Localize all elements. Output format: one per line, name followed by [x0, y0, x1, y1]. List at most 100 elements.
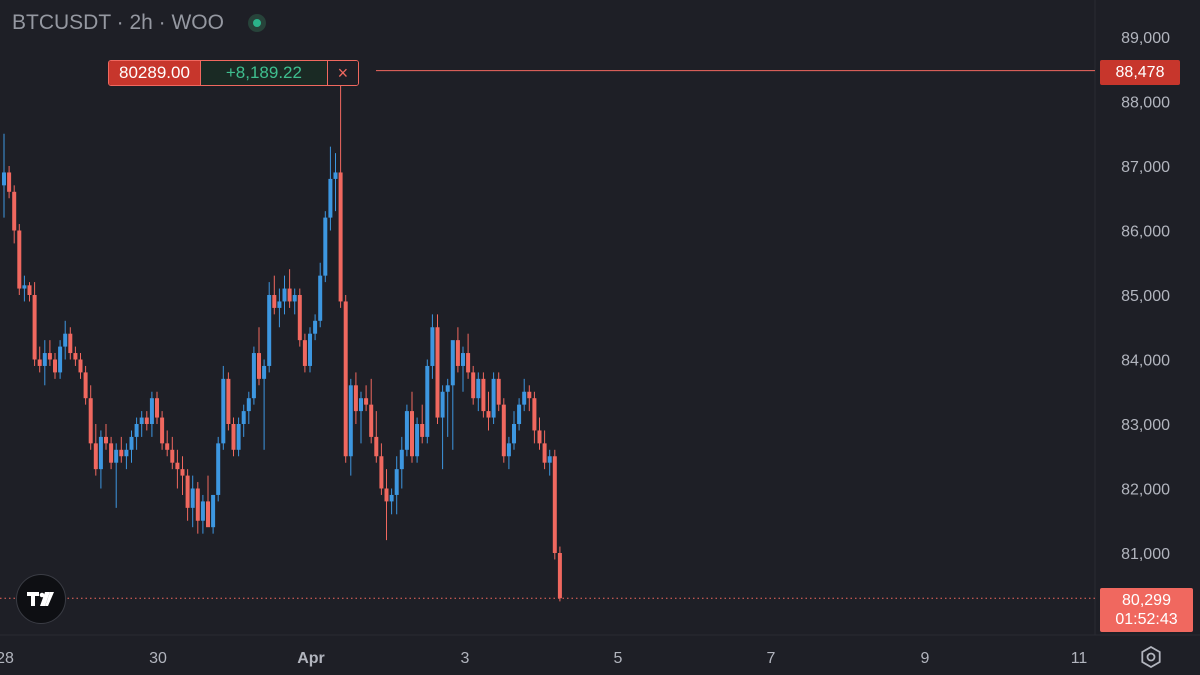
- candle-body: [58, 346, 63, 373]
- candle-body: [496, 378, 501, 405]
- candle-body: [318, 275, 323, 321]
- candle-body: [537, 430, 542, 444]
- candle-body: [292, 295, 297, 302]
- candle-body: [420, 424, 425, 437]
- candle-body: [246, 398, 251, 412]
- candle-body: [200, 501, 205, 521]
- candle-body: [461, 353, 465, 366]
- x-tick-label: 28: [0, 650, 14, 667]
- candle-body: [450, 340, 455, 386]
- candle-body: [399, 449, 404, 470]
- candle-body: [17, 230, 22, 289]
- candle-body: [109, 443, 114, 463]
- order-pnl: +8,189.22: [199, 61, 328, 85]
- candle-body: [532, 398, 537, 431]
- candle-body: [32, 295, 37, 360]
- candle-body: [195, 488, 200, 521]
- candle-body: [359, 398, 363, 412]
- x-tick-label: 11: [1071, 650, 1088, 667]
- x-tick-label: 5: [614, 650, 623, 667]
- candle-body: [267, 295, 272, 366]
- candle-body: [445, 385, 450, 392]
- order-price[interactable]: 80289.00: [109, 61, 200, 85]
- x-tick-label: Apr: [297, 650, 325, 667]
- candle-body: [302, 340, 307, 366]
- candle-body: [435, 327, 440, 418]
- candle-body: [389, 494, 394, 502]
- candle-body: [343, 301, 348, 457]
- candle-body: [88, 398, 93, 444]
- candle-body: [37, 359, 42, 366]
- candle-body: [216, 443, 221, 495]
- candle-body: [206, 501, 210, 528]
- candle-body: [144, 417, 149, 424]
- candle-body: [512, 424, 516, 444]
- candle-body: [170, 449, 175, 463]
- candle-body: [466, 353, 471, 373]
- candle-body: [185, 475, 190, 508]
- candle-body: [364, 398, 369, 405]
- candle-body: [328, 178, 333, 218]
- candle-body: [211, 494, 216, 528]
- candle-body: [226, 378, 231, 424]
- candle-body: [394, 469, 399, 495]
- candle-body: [124, 449, 129, 457]
- candle-body: [241, 411, 246, 424]
- candle-body: [552, 456, 557, 553]
- y-tick-label: 88,000: [1121, 95, 1170, 112]
- candle-body: [68, 333, 73, 354]
- candle-body: [221, 378, 226, 444]
- candle-body: [369, 404, 374, 437]
- candle-body: [323, 217, 328, 276]
- candle-body: [404, 411, 409, 450]
- y-tick-label: 83,000: [1121, 417, 1170, 434]
- candle-body: [353, 385, 358, 412]
- candle-body: [440, 391, 445, 418]
- symbol-title[interactable]: BTCUSDT · 2h · WOO: [12, 11, 224, 34]
- candle-body: [333, 172, 338, 179]
- tradingview-logo-icon[interactable]: [16, 574, 66, 624]
- candle-body: [119, 449, 124, 457]
- candle-body: [114, 449, 119, 463]
- candle-body: [430, 327, 435, 366]
- candle-body: [251, 353, 256, 399]
- candle-body: [471, 372, 476, 399]
- candle-body: [287, 288, 292, 302]
- candle-body: [27, 285, 32, 295]
- candle-body: [160, 417, 165, 444]
- settings-gear-icon[interactable]: [1138, 644, 1164, 670]
- candle-body: [165, 443, 170, 450]
- candle-body: [527, 391, 532, 399]
- candle-body: [104, 436, 108, 444]
- candle-body: [236, 424, 241, 450]
- y-tick-label: 81,000: [1121, 546, 1170, 563]
- candle-body: [73, 353, 78, 360]
- candle-body: [139, 417, 144, 424]
- candle-body: [415, 424, 420, 457]
- candle-body: [348, 385, 353, 457]
- candle-body: [542, 443, 547, 463]
- candle-body: [501, 404, 506, 457]
- order-close-icon[interactable]: ×: [327, 61, 358, 85]
- x-tick-label: 30: [149, 650, 167, 667]
- candle-body: [486, 411, 491, 418]
- bar-countdown: 01:52:43: [1115, 611, 1178, 628]
- candle-body: [547, 456, 552, 463]
- candle-body: [83, 372, 88, 399]
- candle-body: [277, 301, 282, 308]
- candle-body: [374, 436, 379, 457]
- candle-body: [93, 443, 98, 470]
- current-price-axis-label: 80,299 01:52:43: [1100, 588, 1193, 632]
- candle-body: [2, 172, 6, 186]
- candle-body: [175, 462, 180, 470]
- current-price: 80,299: [1122, 592, 1171, 609]
- y-tick-label: 85,000: [1121, 288, 1170, 305]
- candle-body: [53, 359, 57, 373]
- candle-body: [22, 285, 27, 289]
- candle-body: [47, 353, 52, 360]
- candle-body: [379, 456, 384, 489]
- order-line-tag[interactable]: 80289.00 +8,189.22 ×: [108, 60, 359, 86]
- order-price-axis-label: 88,478: [1100, 60, 1180, 85]
